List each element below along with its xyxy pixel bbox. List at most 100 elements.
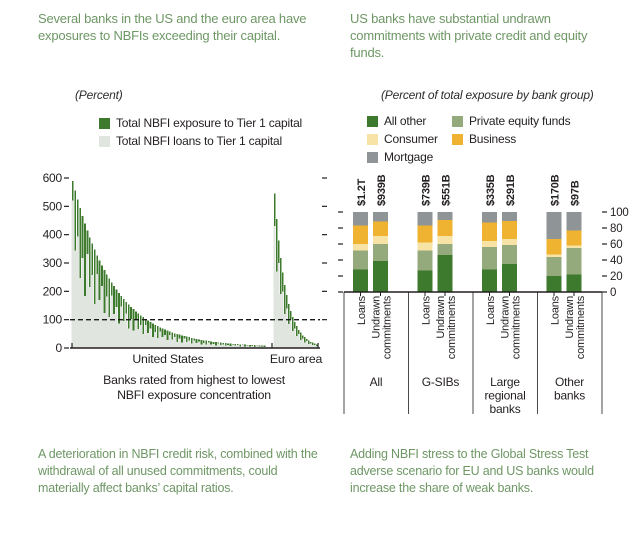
- x-axis-caption-line2: NBFI exposure concentration: [117, 388, 271, 402]
- bar-total-label: $551B: [441, 174, 453, 206]
- segment-private-equity-funds: [546, 256, 562, 276]
- stacked-bar: [566, 212, 582, 292]
- stacked-bar: [417, 212, 433, 292]
- bar-total-label: $1.2T: [356, 178, 368, 206]
- x-axis-caption-line1: Banks rated from highest to lowest: [103, 373, 286, 387]
- segment-business: [502, 220, 517, 240]
- legend-label: Total NBFI exposure to Tier 1 capital: [116, 116, 303, 130]
- segment-business: [417, 225, 433, 243]
- segment-all-other: [373, 260, 388, 292]
- segment-business: [546, 239, 562, 255]
- bar-axis-label: commitments: [511, 295, 523, 359]
- segment-consumer: [437, 236, 453, 244]
- legend-label: Total NBFI loans to Tier 1 capital: [116, 134, 282, 148]
- segment-all-other: [417, 270, 433, 292]
- bar-axis-label: Undrawn: [435, 296, 447, 339]
- bar-total-label: $97B: [570, 180, 582, 206]
- bar-total-label: $939B: [376, 174, 388, 206]
- x-group-label-united-states: United States: [132, 352, 203, 366]
- euro-area-bars: [273, 193, 318, 348]
- legend-label: All other: [384, 114, 427, 128]
- segment-private-equity-funds: [502, 244, 517, 264]
- bar-total-label: $739B: [421, 174, 433, 206]
- bar-group-other-banks: $170B Loans $97B Undrawn commitments Otherban…: [537, 174, 587, 414]
- legend-item-mortgage: Mortgage: [367, 150, 438, 164]
- bar-axis-label: Undrawn: [371, 296, 383, 339]
- stacked-bar: [502, 212, 517, 292]
- bar-axis-label: Loans: [550, 295, 562, 325]
- y-tick-label: 60: [610, 239, 622, 251]
- y-tick-label: 0: [610, 287, 616, 299]
- bar-axis-label: Undrawn: [564, 296, 576, 339]
- group-label: Large: [490, 375, 520, 389]
- stacked-bar: [482, 212, 497, 292]
- right-legend-col1: All other Consumer Mortgage: [367, 114, 438, 164]
- nbfi-exposure-distribution-chart: 0 100 200 300 400 500 600 United States Euro are…: [43, 171, 327, 402]
- left-unit-label: (Percent): [75, 88, 123, 102]
- segment-mortgage: [502, 212, 517, 221]
- bar-group-large-regional-banks: $335B Loans $291B Undrawn commitments Largere…: [472, 174, 526, 416]
- segment-all-other: [482, 269, 497, 292]
- business-swatch-icon: [452, 133, 463, 145]
- legend-item-consumer: Consumer: [367, 132, 438, 146]
- group-label: G-SIBs: [422, 375, 460, 389]
- all-other-swatch-icon: [367, 115, 378, 127]
- bar-group-g-sibs: $739B Loans $551B Undrawn commitments G-SIBs: [408, 174, 460, 414]
- legend-item-private-equity: Private equity funds: [452, 114, 571, 128]
- segment-mortgage: [566, 212, 582, 231]
- mortgage-swatch-icon: [367, 151, 378, 163]
- legend-label: Consumer: [384, 132, 438, 146]
- y-tick-label: 40: [610, 255, 622, 267]
- legend-label: Private equity funds: [469, 114, 571, 128]
- group-label: All: [370, 375, 383, 389]
- segment-private-equity-funds: [417, 250, 433, 271]
- group-label: banks: [489, 402, 520, 416]
- segment-consumer: [546, 254, 562, 257]
- left-legend: Total NBFI exposure to Tier 1 capital To…: [99, 116, 302, 148]
- right-unit-label: (Percent of total exposure by bank group…: [381, 88, 594, 102]
- y-tick-label: 0: [56, 341, 63, 355]
- bar-axis-label: Loans: [421, 295, 433, 325]
- bar-axis-label: commitments: [382, 295, 394, 359]
- y-tick-label: 200: [43, 284, 63, 298]
- segment-business: [353, 225, 368, 244]
- y-tick-label: 500: [43, 199, 63, 213]
- segment-all-other: [546, 276, 562, 292]
- bar-total-label: $291B: [505, 174, 517, 206]
- legend-item-nbfi-loans: Total NBFI loans to Tier 1 capital: [99, 134, 302, 148]
- segment-consumer: [353, 244, 368, 251]
- y-tick-label: 600: [43, 171, 63, 185]
- segment-business: [566, 230, 582, 246]
- consumer-swatch-icon: [367, 133, 378, 145]
- segment-consumer: [417, 242, 433, 251]
- bar-axis-label: commitments: [575, 295, 587, 359]
- right-legend-col2: Private equity funds Business: [452, 114, 571, 146]
- segment-consumer: [502, 239, 517, 245]
- legend-label: Mortgage: [384, 150, 434, 164]
- group-label: regional: [484, 389, 525, 403]
- y-tick-label: 20: [610, 271, 622, 283]
- legend-item-business: Business: [452, 132, 570, 146]
- us-bars: [71, 180, 266, 348]
- segment-private-equity-funds: [373, 244, 388, 261]
- y-tick-label: 100: [610, 207, 629, 219]
- group-label: banks: [554, 389, 585, 403]
- bar-axis-label: Loans: [356, 295, 368, 325]
- segment-business: [482, 222, 497, 241]
- segment-mortgage: [546, 212, 562, 240]
- segment-business: [373, 221, 388, 236]
- stacked-bar: [546, 212, 562, 292]
- private-equity-swatch-icon: [452, 115, 463, 127]
- segment-mortgage: [437, 212, 453, 220]
- x-group-label-euro-area: Euro area: [270, 352, 323, 366]
- right-panel-footnote: Adding NBFI stress to the Global Stress …: [350, 447, 594, 495]
- y-tick-label: 80: [610, 223, 622, 235]
- y-tick-label: 100: [43, 313, 63, 327]
- segment-private-equity-funds: [353, 250, 368, 270]
- legend-label: Business: [469, 132, 517, 146]
- segment-mortgage: [373, 212, 388, 222]
- legend-item-all-other: All other: [367, 114, 438, 128]
- segment-all-other: [566, 274, 582, 292]
